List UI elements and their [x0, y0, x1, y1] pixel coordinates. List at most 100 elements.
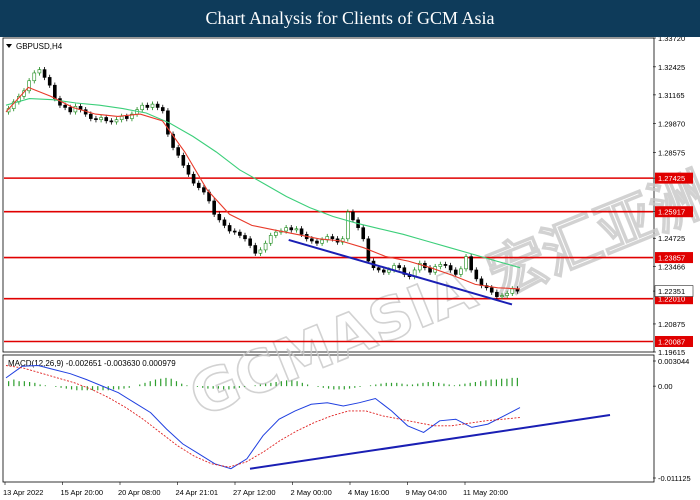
time-tick-label: 4 May 16:00	[348, 488, 389, 497]
candle-body	[222, 219, 227, 226]
candle-body	[294, 228, 299, 231]
time-tick-label: 27 Apr 12:00	[233, 488, 276, 497]
macd-title: MACD(12,26,9) -0.002651 -0.003630 0.0009…	[8, 359, 176, 368]
price-tick-label: 1.29870	[658, 120, 685, 129]
level-tag	[655, 206, 693, 218]
candle-body	[505, 293, 509, 296]
slow-moving-average	[5, 98, 521, 269]
candle-body	[315, 240, 319, 244]
macd-trendline	[249, 414, 611, 470]
candle-body	[140, 104, 145, 110]
symbol-label: GBPUSD,H4	[16, 42, 63, 51]
candle-body	[212, 200, 216, 215]
candle-body	[191, 173, 196, 184]
candle-body	[299, 228, 304, 235]
candle-body	[109, 120, 114, 123]
candle-body	[438, 264, 443, 267]
price-tick-label: 1.24725	[658, 234, 685, 243]
level-tag	[655, 252, 693, 264]
price-tick-label: 1.23466	[658, 262, 685, 271]
macd-tick-label: 0.00	[658, 382, 673, 391]
candle-body	[397, 265, 402, 269]
time-tick-label: 9 May 04:00	[406, 488, 447, 497]
signal-line	[5, 365, 521, 468]
candle-body	[443, 264, 448, 266]
price-trendline	[288, 238, 513, 306]
candle-body	[500, 295, 504, 297]
candle-body	[448, 265, 453, 271]
price-frame	[2, 37, 655, 353]
price-tick-label: 1.32425	[658, 63, 685, 72]
candle-body	[150, 103, 155, 108]
candle-body	[119, 116, 124, 121]
candle-body	[253, 245, 258, 254]
fast-moving-average	[5, 86, 521, 290]
candle-body	[227, 225, 232, 232]
watermark: GCMASIA 宏汇亚洲	[180, 159, 700, 431]
candle-body	[310, 238, 314, 242]
candle-body	[402, 267, 407, 275]
candle-body	[73, 106, 78, 113]
candle-body	[176, 147, 180, 156]
candle-body	[104, 117, 109, 122]
candle-body	[453, 269, 458, 275]
macd-tick-label: 0.003044	[658, 357, 689, 366]
level-tag-label: 1.22010	[658, 295, 685, 304]
candle-body	[181, 155, 186, 166]
candle-body	[381, 269, 386, 273]
watermark-text: GCMASIA 宏汇亚洲	[180, 160, 700, 430]
candle-body	[186, 165, 191, 175]
banner-title: Chart Analysis for Clients of GCM Asia	[205, 8, 495, 28]
candle-body	[263, 242, 268, 251]
candle-body	[171, 133, 175, 148]
candle-body	[68, 107, 73, 113]
level-tag-label: 1.27425	[658, 174, 685, 183]
candle-body	[289, 227, 294, 231]
time-tick-label: 11 May 20:00	[463, 488, 508, 497]
price-tick-label: 1.28575	[658, 149, 685, 158]
level-tag-label: 1.20087	[658, 337, 685, 346]
candle-body	[196, 182, 201, 188]
candle-body	[238, 231, 242, 236]
candle-body	[284, 227, 288, 232]
candle-body	[361, 227, 366, 240]
candle-body	[47, 77, 52, 86]
candle-body	[89, 113, 93, 119]
macd-tick-label: -0.011125	[658, 474, 691, 483]
candle-body	[114, 119, 119, 123]
candle-body	[37, 69, 42, 74]
candle-body	[27, 80, 31, 92]
price-tick-label: 1.19615	[658, 348, 685, 357]
candle-body	[479, 278, 484, 286]
candle-body	[376, 267, 381, 271]
candle-body	[258, 249, 263, 254]
candle-body	[495, 291, 499, 297]
chart-banner: Chart Analysis for Clients of GCM Asia	[0, 0, 700, 37]
candle-body	[99, 117, 103, 121]
candle-body	[155, 103, 160, 108]
price-tick-label: 1.33720	[658, 37, 685, 43]
candle-body	[130, 113, 134, 119]
level-tag-label: 1.23857	[658, 254, 685, 263]
candle-body	[346, 211, 350, 240]
candle-body	[202, 187, 206, 193]
level-tag	[655, 293, 693, 305]
time-tick-label: 15 Apr 20:00	[61, 488, 104, 497]
macd-line	[5, 364, 521, 470]
candle-body	[248, 238, 252, 246]
candle-body	[268, 235, 273, 244]
candle-body	[330, 236, 335, 240]
candle-body	[274, 231, 278, 236]
level-tag-label: 1.25917	[658, 208, 685, 217]
candle-body	[510, 288, 515, 294]
menu-arrow-icon[interactable]	[6, 44, 12, 48]
candle-body	[124, 116, 129, 119]
candle-body	[42, 69, 47, 78]
current-price-label: 1.22351	[658, 287, 685, 296]
candle-body	[489, 287, 494, 293]
price-tick-label: 1.31165	[658, 91, 685, 100]
candle-body	[217, 214, 222, 221]
level-tag	[655, 335, 693, 347]
candle-body	[320, 239, 324, 244]
candle-body	[53, 84, 57, 99]
